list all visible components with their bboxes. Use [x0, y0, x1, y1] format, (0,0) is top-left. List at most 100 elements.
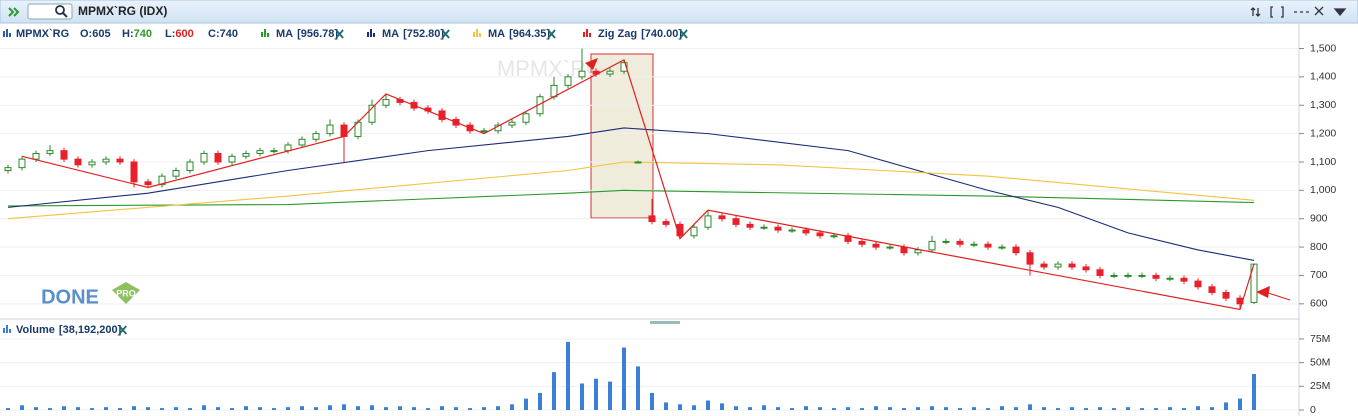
candle-body — [788, 229, 796, 232]
candle-body — [1054, 263, 1062, 268]
volume-bar — [1028, 404, 1032, 410]
y-tick-label: 75M — [1310, 333, 1330, 345]
candle-body — [872, 243, 880, 248]
legend-icon — [367, 29, 375, 37]
legend-icon — [473, 29, 481, 37]
candle-body — [102, 158, 110, 163]
logo-badge: PRO — [116, 288, 136, 298]
volume-bar — [1182, 408, 1186, 410]
search-box[interactable] — [27, 3, 73, 20]
volume-bar — [916, 407, 920, 410]
candle-body — [270, 150, 278, 153]
candle-body — [774, 226, 782, 231]
remove-icon[interactable] — [118, 325, 127, 335]
ohlc-value: 740 — [220, 28, 238, 40]
volume-bar — [804, 406, 808, 410]
candle-body — [1096, 269, 1104, 276]
volume-bar — [1154, 408, 1158, 410]
volume-bar — [20, 405, 24, 410]
search-icon[interactable] — [55, 5, 65, 15]
legend-icon — [261, 29, 269, 37]
legend-entry: Volume [38,192,200] — [16, 324, 122, 336]
legend-ohlc: H:740 — [122, 28, 152, 40]
candle-body — [172, 169, 180, 177]
volume-bar — [692, 405, 696, 410]
candle-body — [200, 152, 208, 163]
volume-bar — [678, 404, 682, 410]
candle-body — [1152, 274, 1160, 279]
volume-bar — [1252, 374, 1256, 410]
volume-bar — [160, 408, 164, 410]
legend-symbol: MPMX`RG — [16, 28, 69, 40]
logo: DONE — [41, 286, 99, 308]
window-controls[interactable] — [1250, 6, 1347, 18]
y-tick-label: 0 — [1310, 404, 1316, 416]
volume-bar — [412, 407, 416, 410]
volume-bar — [818, 407, 822, 410]
volume-bar — [734, 406, 738, 410]
volume-bar — [1014, 407, 1018, 410]
candle-body — [900, 246, 908, 254]
candle-body — [1180, 277, 1188, 282]
candle-body — [74, 158, 82, 166]
volume-bar — [384, 407, 388, 410]
volume-bar — [132, 406, 136, 410]
expand-icon[interactable] — [8, 7, 20, 17]
volume-bar — [1042, 407, 1046, 410]
volume-bar — [370, 405, 374, 410]
candle-body — [214, 152, 222, 163]
volume-bar — [272, 408, 276, 410]
legend-name: Volume — [16, 324, 55, 336]
candle-body — [620, 62, 628, 72]
candle-body — [830, 235, 838, 238]
remove-icon[interactable] — [441, 29, 450, 39]
volume-bar — [454, 407, 458, 410]
logo-badge-shape — [112, 282, 140, 304]
volume-bar — [286, 407, 290, 410]
volume-bar — [874, 406, 878, 410]
ma-line — [7, 127, 1255, 261]
volume-bar — [888, 407, 892, 410]
volume-bar — [34, 407, 38, 410]
volume-bar — [174, 407, 178, 410]
volume-bar — [580, 383, 584, 410]
candle-body — [46, 150, 54, 154]
volume-bar — [118, 408, 122, 410]
volume-bar — [258, 407, 262, 410]
volume-bar — [1070, 407, 1074, 410]
ma-line — [7, 161, 1255, 220]
y-tick-label: 25M — [1310, 380, 1330, 392]
remove-icon[interactable] — [547, 29, 556, 39]
volume-bar — [356, 406, 360, 410]
legend-icon — [583, 29, 591, 37]
volume-bar — [216, 407, 220, 410]
legend-ohlc: C:740 — [208, 28, 238, 40]
header-title: MPMX`RG (IDX) — [78, 4, 167, 18]
legend-entry: MA [956.78] — [276, 28, 338, 40]
legend-value: [38,192,200] — [59, 324, 122, 336]
remove-icon[interactable] — [679, 29, 688, 39]
remove-icon[interactable] — [335, 29, 344, 39]
y-tick-label: 800 — [1310, 241, 1328, 253]
volume-bar — [202, 405, 206, 410]
candle-body — [116, 158, 124, 163]
volume-bar — [510, 404, 514, 410]
volume-bar — [1098, 407, 1102, 410]
volume-bar — [314, 407, 318, 410]
legend: MPMX`RG O:605 H:740 L:600 C:740 — [3, 28, 238, 40]
candle-body — [970, 243, 978, 246]
candle-body — [1208, 286, 1216, 293]
volume-bar — [496, 406, 500, 410]
candle-body — [1082, 266, 1090, 271]
volume-bar — [720, 403, 724, 410]
y-tick-label: 700 — [1310, 269, 1328, 281]
candle-body — [802, 229, 810, 234]
splitter-handle[interactable] — [650, 321, 680, 324]
candle-body — [508, 121, 516, 126]
y-tick-label: 600 — [1310, 298, 1328, 310]
candle-body — [858, 240, 866, 245]
volume-bar — [328, 405, 332, 410]
candle-body — [746, 223, 754, 228]
legend-name: MA — [488, 28, 505, 40]
volume-bar — [902, 408, 906, 410]
